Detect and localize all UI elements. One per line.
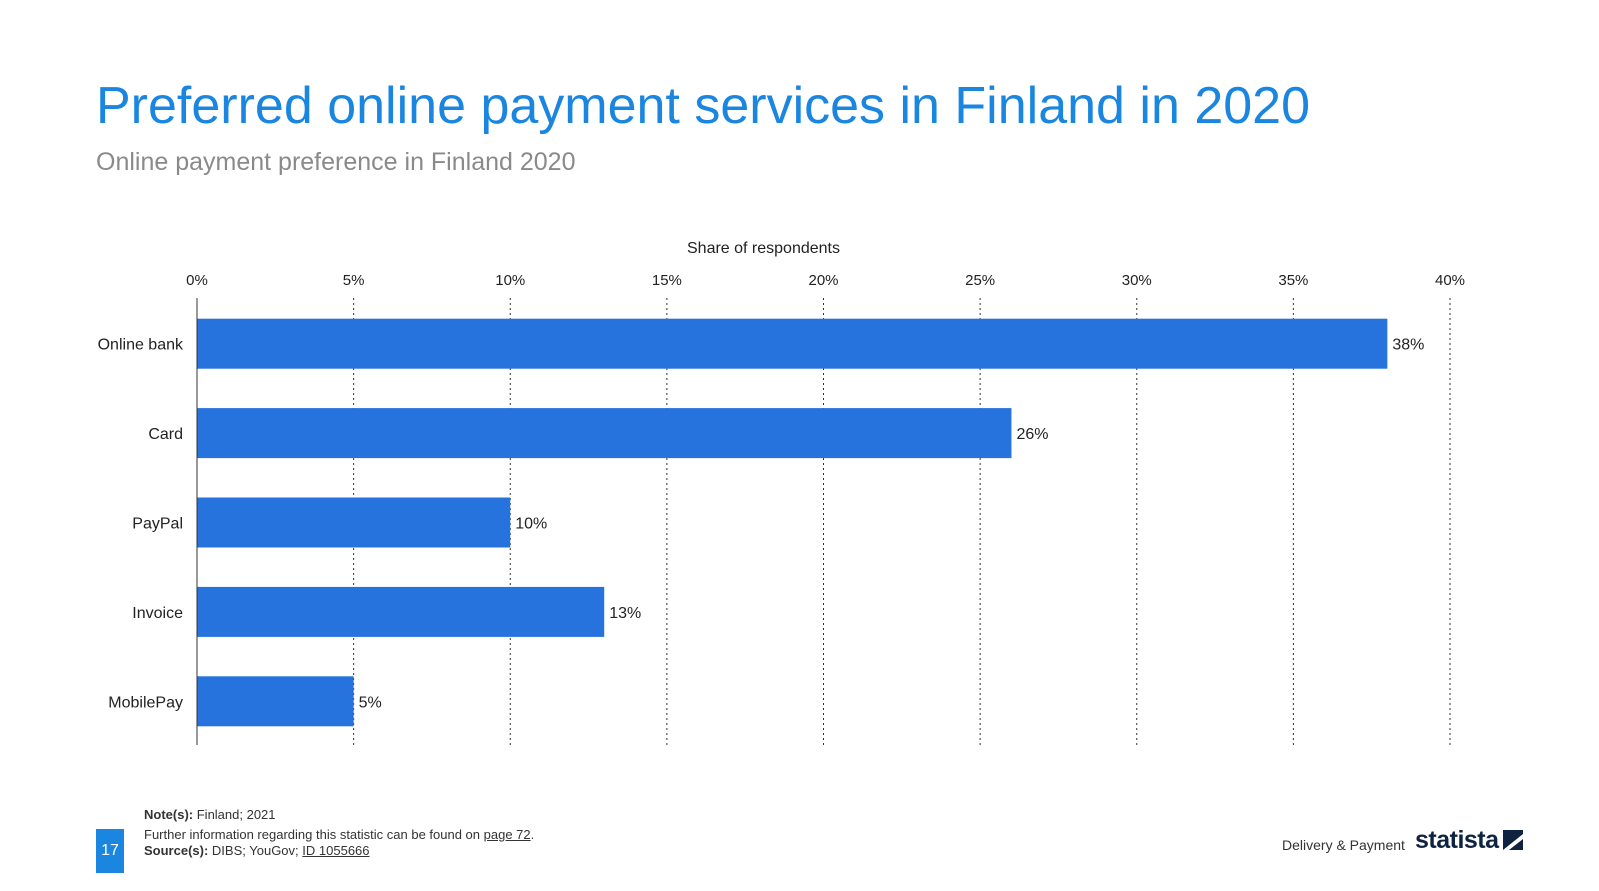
data-label: 38% (1392, 337, 1424, 354)
note-label: Note(s): (144, 807, 194, 822)
category-label: Card (148, 426, 183, 443)
source: Source(s): DIBS; YouGov; ID 1055666 (144, 843, 370, 858)
tick-label: 10% (495, 272, 525, 289)
data-label: 10% (515, 516, 547, 533)
page-subtitle: Online payment preference in Finland 202… (96, 148, 576, 176)
bar (197, 408, 1012, 459)
data-label: 5% (359, 694, 382, 711)
tick-label: 0% (186, 272, 208, 289)
note: Note(s): Finland; 2021 (144, 807, 276, 822)
page-link[interactable]: page 72 (483, 827, 531, 842)
page-title: Preferred online payment services in Fin… (96, 77, 1311, 135)
bar (197, 497, 511, 548)
further-info: Further information regarding this stati… (144, 827, 535, 842)
logo-text: statista (1415, 826, 1499, 854)
tick-label: 15% (652, 272, 682, 289)
data-label: 13% (609, 605, 641, 622)
category-label: PayPal (132, 516, 183, 533)
category-label: MobilePay (108, 694, 183, 711)
source-label: Source(s): (144, 843, 209, 858)
tick-label: 30% (1122, 272, 1152, 289)
tick-label: 20% (808, 272, 838, 289)
note-text: Finland; 2021 (196, 807, 276, 822)
x-axis-label: Share of respondents (687, 240, 840, 257)
data-label: 26% (1016, 426, 1048, 443)
further-text: Further information regarding this stati… (144, 827, 481, 842)
tick-label: 25% (965, 272, 995, 289)
tick-label: 35% (1278, 272, 1308, 289)
logo-mark-icon (1502, 830, 1523, 850)
bar (197, 676, 354, 727)
tick-label: 40% (1435, 272, 1465, 289)
statistic-id-link[interactable]: ID 1055666 (302, 843, 370, 858)
tick-label: 5% (343, 272, 365, 289)
source-text: DIBS; YouGov; (211, 843, 299, 858)
page-number: 17 (96, 829, 124, 873)
bar (197, 586, 605, 637)
statista-logo: statista (1415, 826, 1523, 855)
category-label: Invoice (132, 605, 183, 622)
category-label: Online bank (98, 337, 184, 354)
category-label: Delivery & Payment (1282, 837, 1405, 853)
bar (197, 318, 1388, 369)
